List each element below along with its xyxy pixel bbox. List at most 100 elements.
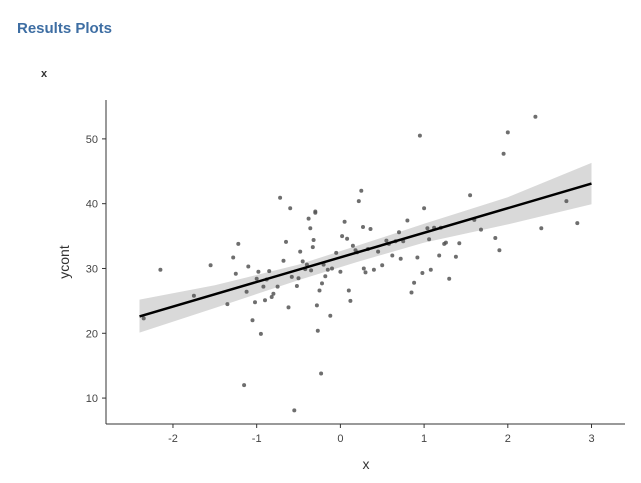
data-point — [505, 130, 510, 135]
data-point — [361, 225, 365, 229]
data-point — [323, 274, 328, 279]
data-point — [281, 258, 286, 263]
data-point — [340, 234, 345, 239]
data-point — [191, 293, 196, 298]
data-point — [390, 253, 395, 258]
x-tick-label: 1 — [421, 433, 427, 445]
data-point — [253, 300, 257, 305]
data-point — [242, 383, 247, 388]
data-point — [261, 284, 266, 289]
axes-layer — [105, 100, 625, 425]
data-point — [256, 269, 261, 274]
data-point — [342, 219, 347, 224]
y-tick-label: 10 — [86, 393, 98, 405]
data-point — [345, 236, 350, 241]
x-tick-label: 3 — [588, 433, 594, 445]
data-point — [428, 267, 433, 272]
data-point — [409, 290, 414, 295]
data-point — [254, 276, 259, 281]
data-point — [330, 266, 334, 271]
data-point — [359, 188, 364, 193]
x-axis-title: x — [363, 456, 370, 472]
data-point — [501, 151, 506, 156]
data-point — [384, 238, 389, 243]
data-point — [417, 133, 422, 138]
data-point — [233, 271, 238, 276]
data-point — [320, 281, 324, 286]
data-point — [304, 262, 309, 267]
data-point — [225, 302, 230, 307]
data-point — [284, 239, 288, 244]
results-plots-title: Results Plots — [17, 20, 113, 37]
data-point — [315, 328, 320, 333]
data-point — [479, 227, 483, 232]
data-point — [314, 303, 319, 308]
data-point — [338, 269, 343, 274]
data-point — [231, 255, 236, 260]
data-point — [250, 318, 255, 323]
y-tick-label: 40 — [86, 199, 98, 211]
data-point — [457, 241, 462, 246]
data-point — [398, 256, 403, 261]
data-point — [443, 240, 448, 245]
data-point — [412, 280, 417, 285]
data-point — [267, 269, 272, 274]
y-axis-title: ycont — [56, 245, 72, 279]
data-point — [309, 268, 314, 273]
data-point — [564, 199, 569, 204]
data-point — [289, 274, 294, 279]
data-point — [269, 295, 274, 299]
y-tick-label: 50 — [86, 134, 98, 146]
data-point — [311, 238, 316, 242]
data-point — [288, 206, 293, 211]
data-point — [263, 298, 267, 303]
data-point — [468, 193, 473, 198]
data-point — [246, 264, 251, 269]
x-tick-label: 0 — [337, 433, 343, 445]
data-point — [286, 305, 291, 310]
data-point — [296, 276, 301, 281]
data-point — [334, 250, 339, 255]
data-point — [376, 249, 381, 254]
data-point — [328, 313, 333, 318]
data-point — [306, 216, 311, 221]
data-point — [346, 288, 351, 293]
data-point — [317, 288, 322, 293]
data-point — [425, 226, 430, 231]
data-point — [453, 254, 458, 259]
data-point — [493, 236, 498, 240]
data-point — [313, 210, 318, 215]
y-tick-label: 30 — [86, 263, 98, 275]
data-point — [292, 408, 297, 413]
data-point — [271, 291, 276, 296]
data-point — [300, 259, 305, 264]
data-point — [158, 267, 163, 272]
data-point — [539, 226, 544, 231]
data-point — [397, 230, 401, 235]
x-tick-label: -2 — [168, 433, 178, 445]
data-point — [325, 267, 330, 272]
data-point — [420, 271, 425, 275]
data-point — [348, 298, 353, 303]
data-point — [497, 248, 502, 253]
data-point — [368, 227, 373, 231]
data-point — [371, 267, 376, 272]
data-point — [258, 331, 263, 336]
x-tick-label: -1 — [252, 433, 262, 445]
data-point — [278, 195, 283, 200]
data-point — [575, 221, 580, 226]
confidence-band — [139, 162, 592, 333]
data-point — [361, 266, 366, 271]
data-point — [298, 249, 303, 254]
data-point — [380, 263, 385, 268]
data-point — [437, 253, 442, 258]
data-point — [356, 199, 361, 204]
regression-line — [139, 182, 592, 318]
confidence-band-layer — [139, 162, 592, 333]
y-tick-label: 20 — [86, 328, 98, 340]
data-point — [363, 270, 368, 275]
data-point — [236, 241, 241, 246]
data-point — [141, 316, 146, 321]
plot-variable-label: x — [41, 68, 48, 80]
